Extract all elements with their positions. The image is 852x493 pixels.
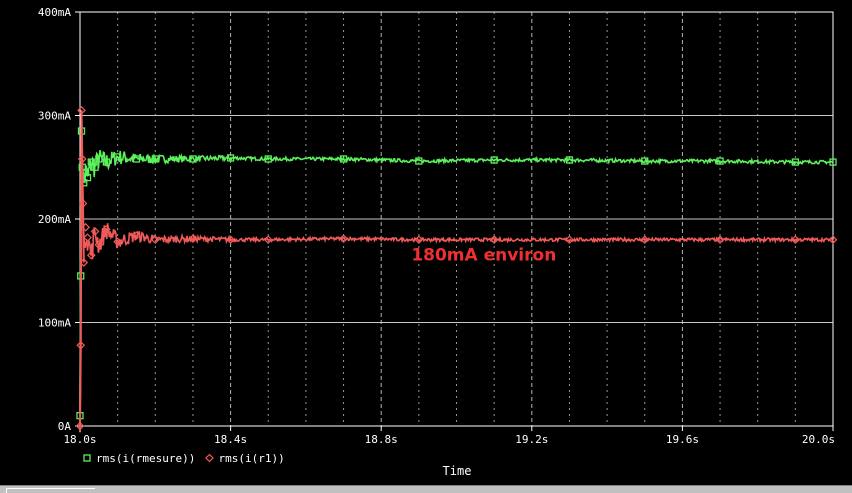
data-point <box>79 258 89 267</box>
axes <box>75 11 834 431</box>
legend-label: rms(i(rmesure)) <box>96 452 195 465</box>
x-tick-label: 20.0s <box>802 433 835 446</box>
data-point <box>415 157 423 165</box>
data-point <box>489 235 499 245</box>
series-layer <box>75 105 838 433</box>
x-tick-label: 19.6s <box>666 433 699 446</box>
data-point <box>339 155 348 163</box>
data-point <box>205 453 214 463</box>
data-point <box>75 421 85 431</box>
x-tick-label: 18.0s <box>63 433 96 446</box>
legend-label: rms(i(r1)) <box>219 452 285 465</box>
series-line <box>79 136 834 432</box>
y-tick-label: 300mA <box>38 110 71 123</box>
data-point <box>102 225 111 234</box>
x-tick-label: 18.4s <box>214 433 247 446</box>
legend-item-rmesure[interactable]: rms(i(rmesure)) <box>83 452 195 465</box>
data-point <box>83 173 92 182</box>
data-point <box>829 158 837 166</box>
data-point <box>77 105 86 115</box>
series-rmesure <box>76 127 837 433</box>
data-point <box>188 234 198 244</box>
data-point <box>791 158 799 166</box>
y-tick-label: 200mA <box>38 213 71 226</box>
data-point <box>339 234 348 244</box>
data-point <box>113 237 122 247</box>
data-point <box>78 199 88 208</box>
data-point <box>132 231 141 240</box>
tick-labels: 0A 100mA 200mA 300mA 400mA 18.0s 18.4s 18.8s 19.… <box>38 6 835 446</box>
legend-item-r1[interactable]: rms(i(r1)) <box>205 452 285 465</box>
data-point <box>95 155 103 163</box>
data-point <box>77 154 87 164</box>
grid <box>80 12 833 426</box>
data-point <box>150 235 160 245</box>
data-point <box>102 158 111 166</box>
data-point <box>715 235 725 245</box>
series-line <box>79 145 834 433</box>
data-point <box>791 235 800 245</box>
data-point <box>76 340 86 350</box>
y-tick-label: 0A <box>58 420 72 433</box>
data-point <box>94 240 104 250</box>
data-point <box>828 235 838 245</box>
y-tick-label: 100mA <box>38 317 71 330</box>
data-point <box>151 155 159 163</box>
legend[interactable]: rms(i(rmesure)) rms(i(r1)) <box>83 452 285 465</box>
data-point <box>226 154 235 162</box>
data-point <box>414 235 424 245</box>
data-point <box>490 156 498 164</box>
x-tick-label: 19.2s <box>515 433 548 446</box>
data-point <box>83 233 92 242</box>
data-point <box>716 157 724 165</box>
data-point <box>641 157 649 165</box>
data-point <box>640 235 650 245</box>
data-point <box>132 155 141 163</box>
x-tick-label: 18.8s <box>365 433 398 446</box>
data-point <box>263 235 273 245</box>
data-point <box>83 454 91 462</box>
x-axis-label: Time <box>443 464 472 478</box>
data-point <box>114 153 122 161</box>
data-point <box>226 235 235 245</box>
data-point <box>189 155 197 163</box>
annotations: 180mA environ <box>411 245 556 265</box>
y-tick-label: 400mA <box>38 6 71 19</box>
data-point <box>91 163 99 171</box>
data-point <box>264 155 272 163</box>
data-point <box>87 158 95 166</box>
data-point <box>565 235 574 245</box>
data-point <box>86 250 96 260</box>
series-r1 <box>75 105 838 432</box>
annotation-text: 180mA environ <box>411 245 556 265</box>
data-point <box>90 227 100 236</box>
data-point <box>81 222 90 232</box>
data-point <box>565 156 574 164</box>
